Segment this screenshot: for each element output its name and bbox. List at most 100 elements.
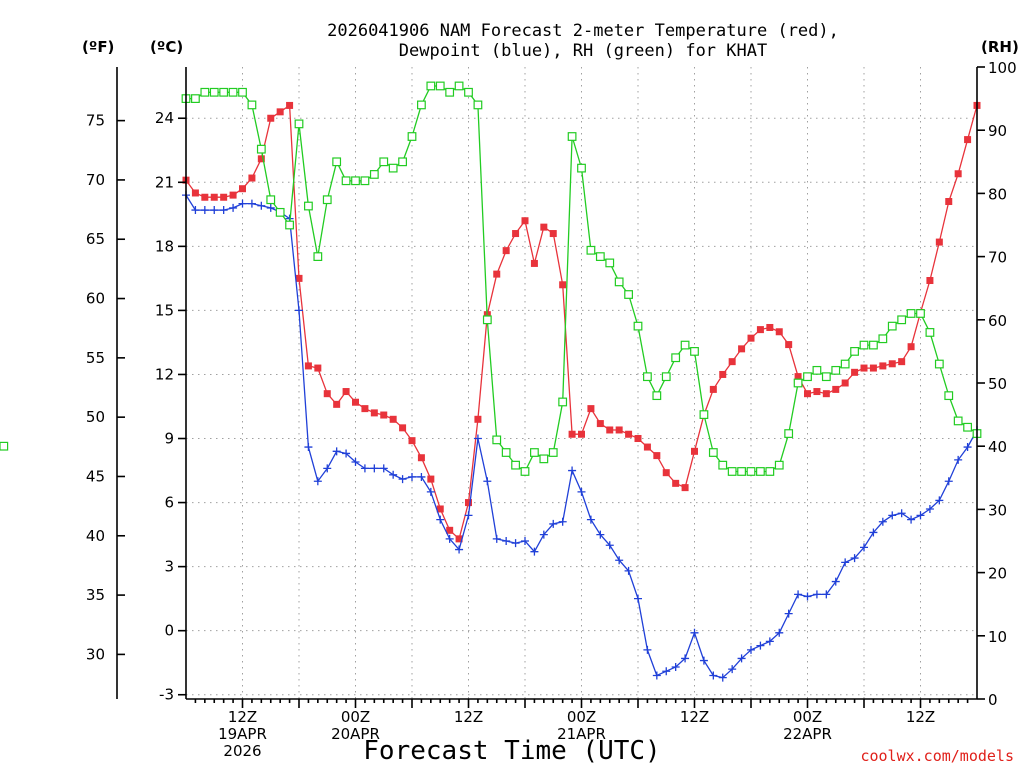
dewpoint-point bbox=[436, 515, 445, 524]
rh-point bbox=[774, 460, 784, 470]
dewpoint-point bbox=[342, 449, 351, 458]
temperature-point bbox=[493, 270, 501, 278]
rh-point bbox=[718, 460, 728, 470]
x-tick-label: 20APR bbox=[331, 725, 380, 743]
temperature-point bbox=[530, 259, 538, 267]
rh-point bbox=[595, 252, 605, 262]
temperature-point bbox=[709, 385, 717, 393]
dewpoint-point bbox=[888, 511, 897, 520]
dewpoint-point bbox=[765, 637, 774, 646]
rh-point bbox=[445, 87, 455, 97]
dewpoint-point bbox=[229, 203, 238, 212]
temperature-point bbox=[625, 430, 633, 438]
temperature-point bbox=[276, 108, 284, 116]
temperature-point bbox=[785, 341, 793, 349]
dewpoint-point bbox=[775, 628, 784, 637]
rh-point bbox=[661, 372, 671, 382]
temperature-point bbox=[691, 447, 698, 455]
temperature-point bbox=[672, 479, 680, 487]
fahrenheit-unit-label: (ºF) bbox=[82, 38, 114, 56]
temperature-point bbox=[248, 174, 256, 182]
temperature-point bbox=[747, 334, 755, 342]
temperature-point bbox=[446, 526, 454, 534]
rh-point bbox=[953, 416, 963, 426]
temperature-point bbox=[352, 398, 359, 406]
dewpoint-point bbox=[652, 671, 661, 680]
dewpoint-point bbox=[558, 517, 567, 526]
dewpoint-point bbox=[379, 464, 388, 473]
temperature-point bbox=[841, 379, 849, 387]
temperature-point bbox=[832, 385, 840, 393]
rh-point bbox=[558, 397, 568, 407]
rh-point bbox=[671, 353, 681, 363]
rh-point bbox=[492, 435, 502, 445]
rh-tick-label: 80 bbox=[988, 185, 1007, 203]
celsius-tick-label: 12 bbox=[155, 365, 174, 383]
rh-point bbox=[746, 467, 756, 476]
dewpoint-point bbox=[455, 545, 464, 554]
fahrenheit-tick-label: 45 bbox=[86, 467, 105, 485]
rh-tick-label: 10 bbox=[988, 628, 1007, 646]
dewpoint-point bbox=[238, 199, 247, 208]
temperature-point bbox=[822, 390, 830, 398]
temperature-point bbox=[295, 274, 303, 282]
dewpoint-point bbox=[718, 673, 727, 682]
temperature-point bbox=[559, 281, 567, 289]
rh-point bbox=[605, 258, 615, 268]
temperature-point bbox=[907, 343, 915, 351]
dewpoint-point bbox=[200, 206, 209, 215]
temperature-point bbox=[804, 390, 811, 398]
rh-point bbox=[0, 441, 9, 451]
temperature-point bbox=[465, 499, 472, 507]
rh-point bbox=[191, 94, 200, 104]
dewpoint-point bbox=[643, 645, 652, 654]
rh-point bbox=[803, 372, 812, 382]
rh-point bbox=[690, 347, 699, 356]
rh-point bbox=[238, 87, 247, 97]
rh-point bbox=[944, 391, 954, 401]
dewpoint-point bbox=[634, 594, 642, 603]
temperature-point bbox=[945, 198, 953, 206]
dewpoint-point bbox=[408, 472, 416, 481]
series-rh bbox=[0, 81, 982, 476]
rh-point bbox=[963, 422, 972, 432]
rh-point bbox=[756, 467, 765, 476]
rh-point bbox=[313, 252, 323, 262]
rh-point bbox=[247, 100, 257, 110]
dewpoint-point bbox=[925, 504, 934, 513]
temperature-point bbox=[304, 362, 312, 370]
temperature-point bbox=[954, 170, 962, 178]
series-layer bbox=[0, 81, 982, 682]
rh-point bbox=[869, 340, 878, 350]
x-tick-label: 22APR bbox=[783, 725, 832, 743]
dewpoint-point bbox=[596, 530, 605, 539]
temperature-point bbox=[634, 435, 642, 443]
temperature-point bbox=[860, 364, 868, 372]
celsius-tick-label: 0 bbox=[164, 622, 174, 640]
temperature-point bbox=[239, 185, 246, 193]
dewpoint-point bbox=[831, 577, 840, 586]
dewpoint-point bbox=[756, 641, 765, 650]
rh-point bbox=[388, 163, 398, 173]
temperature-point bbox=[342, 388, 350, 396]
dewpoint-point bbox=[295, 306, 303, 315]
rh-point bbox=[859, 340, 869, 350]
temperature-point bbox=[926, 277, 934, 285]
temperature-point bbox=[879, 362, 887, 370]
rh-point bbox=[275, 207, 285, 217]
rh-point bbox=[539, 454, 549, 464]
x-tick-label: 12Z bbox=[680, 708, 709, 726]
temperature-point bbox=[578, 430, 585, 438]
fahrenheit-tick-label: 50 bbox=[86, 408, 105, 426]
dewpoint-point bbox=[219, 206, 228, 215]
temperature-point bbox=[521, 217, 529, 225]
rh-point bbox=[934, 359, 944, 369]
temperature-point bbox=[323, 390, 331, 398]
rh-point bbox=[520, 467, 530, 476]
rh-point bbox=[652, 391, 662, 401]
rh-point bbox=[454, 81, 464, 91]
temperature-point bbox=[813, 388, 821, 396]
x-tick-label: 00Z bbox=[793, 708, 822, 726]
rh-tick-label: 100 bbox=[988, 59, 1017, 77]
